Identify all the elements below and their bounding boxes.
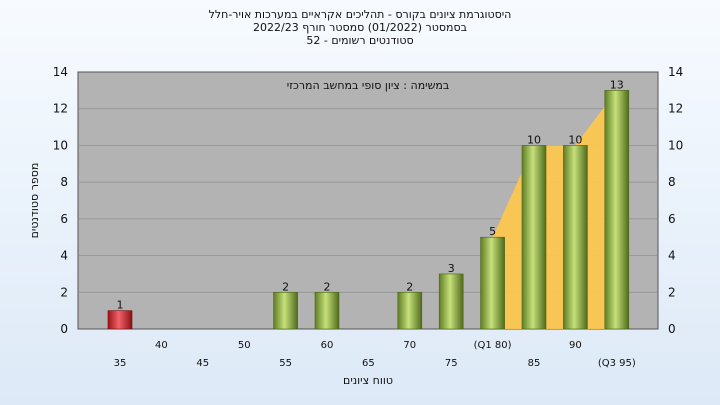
y-tick-right: 8 <box>668 175 676 189</box>
bar-70 <box>397 291 423 330</box>
y-tick-right: 0 <box>668 322 676 336</box>
y-tick-right: 12 <box>668 102 683 116</box>
x-axis-title: טווח ציונים <box>343 374 393 387</box>
value-labels: 1 2 2 2 3 5 10 10 13 <box>117 78 624 311</box>
y-tick-left: 4 <box>60 249 68 263</box>
y-tick-right: 6 <box>668 212 676 226</box>
y-tick-left: 2 <box>60 285 68 299</box>
value-label: 2 <box>282 280 289 293</box>
x-tick-label: 35 <box>114 358 127 369</box>
y-tick-right: 2 <box>668 285 676 299</box>
y-tick-left: 6 <box>60 212 68 226</box>
x-tick-label: 40 <box>155 340 168 351</box>
value-label: 5 <box>489 225 496 238</box>
value-label: 13 <box>610 78 624 91</box>
y-axis-title: מספר סטודנטים <box>28 163 41 239</box>
chart-titles: היסטוגרמת ציונים בקורס - תהליכים אקראיים… <box>0 8 720 47</box>
bar-55 <box>273 291 298 330</box>
y-tick-left: 10 <box>53 138 68 152</box>
x-tick-label: 85 <box>528 358 541 369</box>
bar-85 <box>521 145 547 330</box>
x-tick-label: 45 <box>196 358 209 369</box>
y-tick-left: 8 <box>60 175 68 189</box>
x-tick-label: 70 <box>403 340 416 351</box>
chart-subtitle-1: בסמסטר (01/2022) סמסטר חורף 2022/23 <box>253 21 467 34</box>
y-axis-left: 0 2 4 6 8 10 12 14 <box>53 65 68 336</box>
value-label: 10 <box>527 133 541 146</box>
x-tick-label: 65 <box>362 358 375 369</box>
bar-75 <box>438 273 464 330</box>
value-label: 2 <box>406 280 413 293</box>
bar-Q395 <box>604 90 630 330</box>
bar-60 <box>314 291 340 330</box>
bar-35 <box>107 310 133 330</box>
x-tick-label: 60 <box>321 340 334 351</box>
x-tick-label: 55 <box>279 358 292 369</box>
bar-90 <box>563 145 588 330</box>
y-tick-right: 4 <box>668 249 676 263</box>
y-tick-left: 14 <box>53 65 68 79</box>
x-tick-label: (Q1 80) <box>474 340 512 351</box>
value-label: 10 <box>568 133 582 146</box>
bar-Q180 <box>480 236 505 330</box>
y-tick-right: 14 <box>668 65 683 79</box>
x-tick-label: 75 <box>445 358 458 369</box>
y-tick-right: 10 <box>668 138 683 152</box>
x-tick-label: 90 <box>569 340 582 351</box>
chart-title: היסטוגרמת ציונים בקורס - תהליכים אקראיים… <box>208 8 512 21</box>
y-tick-left: 0 <box>60 322 68 336</box>
chart-annotation: במשימה : ציון סופי במחשב המרכזי <box>287 79 450 92</box>
y-tick-left: 12 <box>53 102 68 116</box>
bars <box>107 90 630 330</box>
x-axis: 35 40 45 50 55 60 65 70 75 (Q1 80) 85 90 (Q3 95) <box>114 340 636 369</box>
x-tick-label: (Q3 95) <box>598 358 636 369</box>
grid-lines <box>78 108 658 293</box>
chart-subtitle-2: סטודנטים רשומים - 52 <box>306 34 414 47</box>
value-label: 2 <box>324 280 331 293</box>
value-label: 1 <box>117 299 124 312</box>
x-tick-label: 50 <box>238 340 251 351</box>
value-label: 3 <box>448 262 455 275</box>
y-axis-right: 0 2 4 6 8 10 12 14 <box>668 65 683 336</box>
